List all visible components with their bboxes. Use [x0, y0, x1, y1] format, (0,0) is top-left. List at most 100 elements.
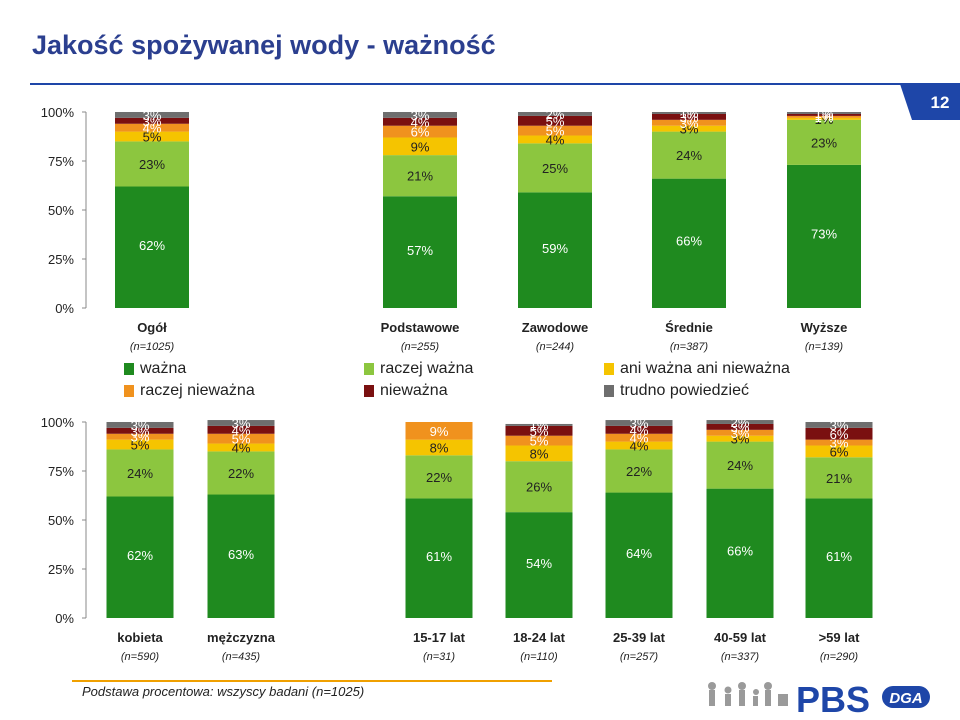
bar-segment — [207, 451, 275, 495]
data-label: 22% — [228, 466, 254, 481]
category-note: (n=31) — [423, 651, 455, 663]
logo-pbs-text: PBS — [796, 679, 870, 718]
page-number-badge — [880, 0, 960, 80]
y-tick-label: 0% — [55, 301, 74, 316]
footer: Podstawa procentowa: wszyscy badani (n=1… — [72, 680, 552, 702]
bar-segment — [787, 112, 861, 114]
bar-segment — [383, 125, 457, 138]
data-label: 4% — [630, 439, 649, 454]
category-label: mężczyzna — [207, 630, 276, 645]
bar-segment — [518, 143, 592, 193]
bar-segment — [505, 425, 573, 436]
data-label: 21% — [826, 471, 852, 486]
data-label: 24% — [727, 458, 753, 473]
data-label: 8% — [430, 440, 449, 455]
data-label: 66% — [727, 544, 753, 559]
logo: PBS DGA — [708, 679, 930, 718]
bar-segment — [518, 125, 592, 136]
data-label: 8% — [530, 446, 549, 461]
bar-segment — [652, 178, 726, 308]
page-tab-bg — [912, 84, 960, 120]
data-label: 24% — [676, 148, 702, 163]
bar-segment — [605, 425, 673, 434]
legend-swatch — [604, 385, 614, 397]
legend-swatch — [124, 385, 134, 397]
bar-segment — [706, 488, 774, 618]
data-label: 6% — [830, 427, 849, 442]
bar-segment — [652, 112, 726, 114]
category-note: (n=1025) — [130, 341, 175, 353]
data-label: 4% — [630, 431, 649, 446]
data-label: 3% — [830, 418, 849, 433]
bar-segment — [805, 457, 873, 499]
bar-segment — [605, 449, 673, 493]
page-title: Jakość spożywanej wody - ważność — [32, 30, 496, 60]
bar-segment — [207, 425, 275, 434]
data-label: 63% — [228, 547, 254, 562]
legend-swatch — [124, 363, 134, 375]
bar-segment — [805, 427, 873, 440]
data-label: 3% — [630, 416, 649, 431]
y-tick-label: 50% — [48, 203, 74, 218]
y-tick-label: 50% — [48, 513, 74, 528]
logo-figures-icon — [708, 682, 788, 706]
bar-segment — [505, 512, 573, 618]
bar-segment — [805, 445, 873, 458]
data-label: 6% — [411, 125, 430, 140]
legend: ważna raczej ważna ani ważna ani nieważna r… — [124, 360, 844, 404]
data-label: 61% — [826, 549, 852, 564]
bar-segment — [652, 113, 726, 120]
bar-segment — [518, 192, 592, 308]
data-label: 3% — [411, 108, 430, 123]
data-label: 57% — [407, 243, 433, 258]
bar-segment — [115, 112, 189, 118]
bar-segment — [706, 441, 774, 489]
category-note: (n=110) — [520, 651, 558, 663]
bar-segment — [106, 433, 174, 440]
category-note: (n=435) — [222, 651, 261, 663]
data-label: 59% — [542, 241, 568, 256]
bar-segment — [115, 141, 189, 187]
bar-segment — [106, 439, 174, 450]
chart-2: 100%75%50%25%0%62%24%5%3%3%3%kobieta(n=5… — [41, 415, 873, 663]
data-label: 9% — [430, 424, 449, 439]
bar-segment — [805, 498, 873, 618]
bar-segment — [605, 441, 673, 450]
data-label: 5% — [546, 124, 565, 139]
category-label: kobieta — [117, 630, 163, 645]
bar-segment — [518, 115, 592, 126]
bar-segment — [787, 164, 861, 308]
bar-segment — [706, 429, 774, 436]
data-label: 62% — [139, 238, 165, 253]
y-tick-label: 25% — [48, 252, 74, 267]
data-label: 61% — [426, 549, 452, 564]
y-tick-label: 75% — [48, 154, 74, 169]
data-label: 2% — [546, 107, 565, 122]
y-tick-label: 75% — [48, 464, 74, 479]
category-note: (n=257) — [620, 651, 659, 663]
bar-segment — [115, 123, 189, 132]
bar-segment — [805, 439, 873, 446]
category-label: Podstawowe — [381, 320, 460, 335]
data-label: 4% — [232, 440, 251, 455]
data-label: 25% — [542, 161, 568, 176]
category-note: (n=290) — [820, 651, 859, 663]
data-label: 3% — [131, 418, 150, 433]
data-label: 5% — [530, 434, 549, 449]
data-label: 3% — [232, 416, 251, 431]
bar-segment — [106, 449, 174, 497]
data-label: 3% — [143, 108, 162, 123]
bar-segment — [207, 494, 275, 618]
bar-segment — [207, 443, 275, 452]
bar-segment — [405, 498, 473, 618]
data-label: 21% — [407, 169, 433, 184]
category-note: (n=590) — [121, 651, 160, 663]
category-label: Średnie — [665, 320, 713, 335]
bar-segment — [405, 455, 473, 499]
category-label: Zawodowe — [522, 320, 588, 335]
bar-segment — [383, 196, 457, 308]
legend-swatch — [364, 363, 374, 375]
bar-segment — [207, 420, 275, 426]
